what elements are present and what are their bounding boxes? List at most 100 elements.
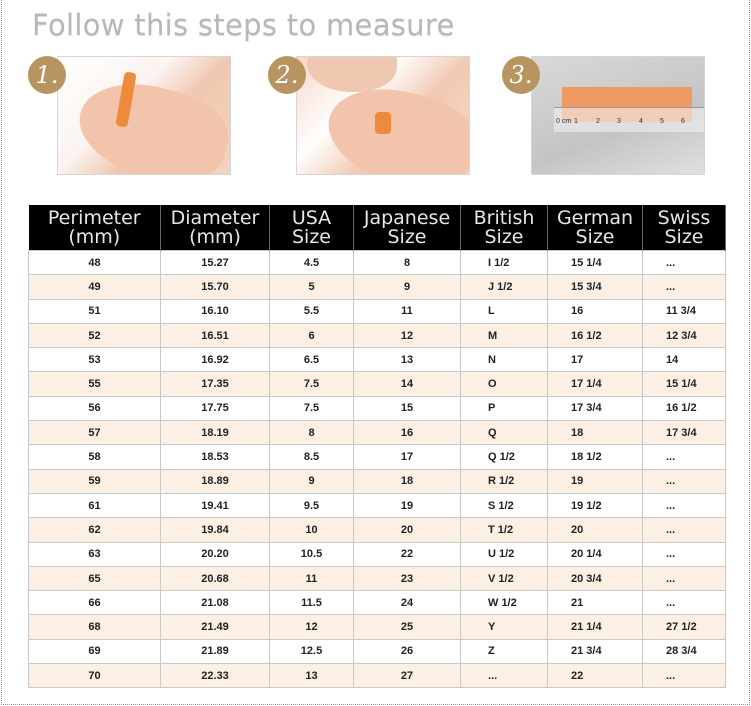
cell-swiss: 27 1/2 — [642, 614, 726, 640]
cell-british: N — [460, 347, 548, 373]
cell-usa: 7.5 — [269, 395, 354, 422]
cell-japanese: 8 — [353, 249, 461, 276]
cell-swiss: ... — [642, 274, 726, 300]
cell-diameter: 16.51 — [160, 322, 270, 349]
cell-swiss: ... — [642, 565, 726, 592]
cell-usa: 12.5 — [269, 638, 354, 665]
cell-diameter: 18.19 — [160, 420, 270, 446]
column-header-diameter: Diameter (mm) — [160, 205, 270, 251]
table-row: 65 20.68 11 23 V 1/2 20 3/4... — [28, 565, 726, 592]
cell-japanese: 18 — [353, 468, 461, 494]
column-header-swiss: Swiss Size — [642, 205, 726, 251]
table-row: 69 21.89 12.5 26 Z 21 3/4 28 3/4 — [28, 638, 726, 665]
cell-japanese: 25 — [353, 614, 461, 640]
table-row: 49 15.70 5 9 J 1/2 15 3/4... — [28, 274, 726, 300]
cell-perimeter: 52 — [28, 322, 161, 349]
table-row: 62 19.84 10 20 T 1/2 20... — [28, 517, 726, 543]
column-header-british: British Size — [460, 205, 548, 251]
cell-japanese: 19 — [353, 492, 461, 519]
cell-diameter: 16.10 — [160, 298, 270, 324]
header-line: British — [473, 206, 535, 229]
cell-perimeter: 65 — [28, 565, 161, 592]
cell-german: 16 — [547, 298, 643, 324]
column-header-perimeter: Perimeter (mm) — [28, 205, 161, 251]
cell-japanese: 9 — [353, 274, 461, 300]
cell-british: I 1/2 — [460, 249, 548, 276]
cell-japanese: 23 — [353, 565, 461, 592]
step-3-image: 0 cm 1 2 3 4 5 6 — [531, 56, 705, 175]
header-line: Size — [664, 225, 704, 248]
table-row: 48 15.27 4.5 8 I 1/2 15 1/4... — [28, 249, 726, 276]
cell-usa: 7.5 — [269, 371, 354, 397]
table-row: 58 18.53 8.5 17 Q 1/2 18 1/2... — [28, 444, 726, 470]
cell-perimeter: 55 — [28, 371, 161, 397]
cell-british: R 1/2 — [460, 468, 548, 494]
cell-usa: 9 — [269, 468, 354, 494]
cell-usa: 13 — [269, 663, 354, 689]
cell-swiss: 15 1/4 — [642, 371, 726, 397]
cell-japanese: 17 — [353, 444, 461, 470]
cell-swiss: 14 — [642, 347, 726, 373]
cell-perimeter: 70 — [28, 663, 161, 689]
cell-swiss: ... — [642, 541, 726, 567]
step-1-image — [57, 56, 231, 175]
cell-diameter: 18.89 — [160, 468, 270, 494]
cell-swiss: 16 1/2 — [642, 395, 726, 422]
cell-usa: 12 — [269, 614, 354, 640]
column-header-usa: USA Size — [269, 205, 354, 251]
cell-german: 17 — [547, 347, 643, 373]
cell-diameter: 17.35 — [160, 371, 270, 397]
column-header-japanese: Japanese Size — [353, 205, 461, 251]
cell-perimeter: 61 — [28, 492, 161, 519]
step-2-badge: 2. — [268, 56, 306, 94]
cell-german: 21 — [547, 590, 643, 616]
cell-diameter: 21.89 — [160, 638, 270, 665]
cell-usa: 4.5 — [269, 249, 354, 276]
cell-swiss: 17 3/4 — [642, 420, 726, 446]
table-row: 59 18.89 9 18 R 1/2 19... — [28, 468, 726, 494]
cell-british: O — [460, 371, 548, 397]
cell-japanese: 20 — [353, 517, 461, 543]
column-header-german: German Size — [547, 205, 643, 251]
cell-usa: 10 — [269, 517, 354, 543]
cell-german: 17 3/4 — [547, 395, 643, 422]
cell-german: 18 — [547, 420, 643, 446]
cell-usa: 8.5 — [269, 444, 354, 470]
cell-british: J 1/2 — [460, 274, 548, 300]
table-row: 66 21.08 11.5 24 W 1/2 21... — [28, 590, 726, 616]
cell-perimeter: 69 — [28, 638, 161, 665]
cell-usa: 8 — [269, 420, 354, 446]
header-line: USA — [291, 206, 332, 229]
header-line: Size — [291, 225, 331, 248]
cell-swiss: ... — [642, 468, 726, 494]
cell-british: L — [460, 298, 548, 324]
cell-swiss: ... — [642, 444, 726, 470]
cell-perimeter: 51 — [28, 298, 161, 324]
ruler: 0 cm 1 2 3 4 5 6 — [554, 107, 704, 132]
cell-british: T 1/2 — [460, 517, 548, 543]
header-line: Size — [484, 225, 524, 248]
cell-british: ... — [460, 663, 548, 689]
table-row: 57 18.19 8 16 Q 18 17 3/4 — [28, 420, 726, 446]
cell-german: 18 1/2 — [547, 444, 643, 470]
table-row: 53 16.92 6.5 13 N 17 14 — [28, 347, 726, 373]
cell-diameter: 21.08 — [160, 590, 270, 616]
cell-german: 22 — [547, 663, 643, 689]
cell-diameter: 22.33 — [160, 663, 270, 689]
page-title: Follow this steps to measure — [32, 8, 455, 42]
cell-perimeter: 62 — [28, 517, 161, 543]
cell-usa: 5.5 — [269, 298, 354, 324]
cell-usa: 6 — [269, 322, 354, 349]
cell-perimeter: 56 — [28, 395, 161, 422]
step-3-badge: 3. — [502, 56, 540, 94]
table-row: 56 17.75 7.5 15 P 17 3/4 16 1/2 — [28, 395, 726, 422]
cell-swiss: ... — [642, 492, 726, 519]
cell-british: Q 1/2 — [460, 444, 548, 470]
table-row: 63 20.20 10.5 22 U 1/2 20 1/4... — [28, 541, 726, 567]
cell-diameter: 20.68 — [160, 565, 270, 592]
table-row: 55 17.35 7.5 14 O 17 1/4 15 1/4 — [28, 371, 726, 397]
table-row: 51 16.10 5.5 11 L 16 11 3/4 — [28, 298, 726, 324]
cell-perimeter: 57 — [28, 420, 161, 446]
header-line: (mm) — [68, 225, 121, 248]
